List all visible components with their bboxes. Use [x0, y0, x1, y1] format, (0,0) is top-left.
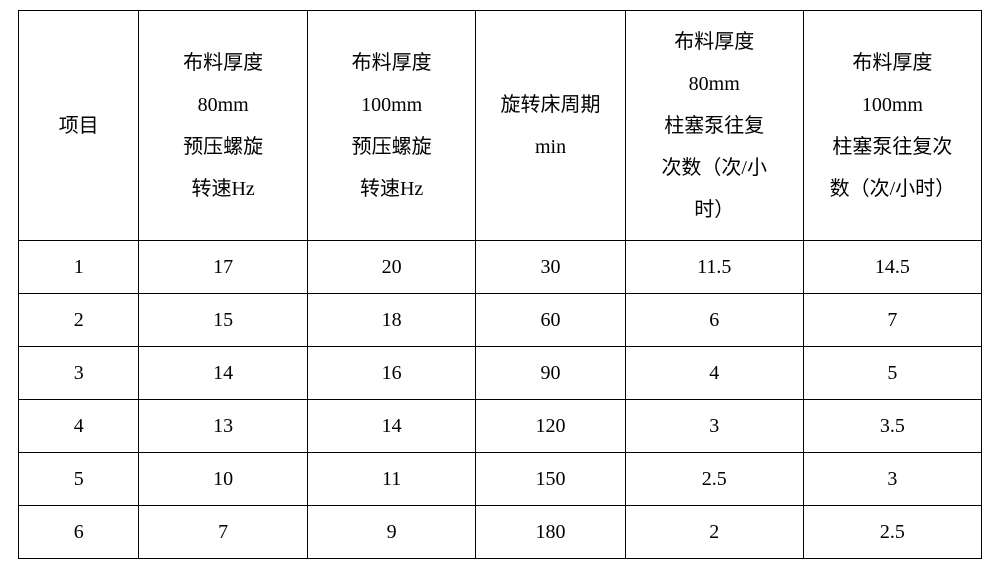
table-cell: 7 — [139, 506, 308, 559]
table-cell: 17 — [139, 241, 308, 294]
table-cell: 14 — [307, 400, 476, 453]
table-cell: 3.5 — [803, 400, 981, 453]
col-header-text: 项目 — [19, 105, 138, 147]
table-cell: 10 — [139, 453, 308, 506]
data-table: 项目 布料厚度80mm预压螺旋转速Hz 布料厚度100mm预压螺旋转速Hz 旋转… — [18, 10, 982, 559]
col-header-text: 旋转床周期min — [476, 84, 624, 168]
table-cell: 30 — [476, 241, 625, 294]
table-cell: 150 — [476, 453, 625, 506]
table-cell: 11 — [307, 453, 476, 506]
table-cell: 120 — [476, 400, 625, 453]
table-cell: 2 — [625, 506, 803, 559]
table-cell: 6 — [625, 294, 803, 347]
table-cell: 90 — [476, 347, 625, 400]
table-cell: 60 — [476, 294, 625, 347]
col-header: 旋转床周期min — [476, 11, 625, 241]
table-cell: 13 — [139, 400, 308, 453]
table-cell: 11.5 — [625, 241, 803, 294]
col-header: 布料厚度80mm预压螺旋转速Hz — [139, 11, 308, 241]
col-header-text: 布料厚度100mm预压螺旋转速Hz — [308, 42, 476, 210]
table-cell: 3 — [625, 400, 803, 453]
table-cell: 16 — [307, 347, 476, 400]
col-header: 布料厚度100mm柱塞泵往复次数（次/小时） — [803, 11, 981, 241]
table-row: 215186067 — [19, 294, 982, 347]
table-row: 117203011.514.5 — [19, 241, 982, 294]
table-cell: 3 — [803, 453, 981, 506]
table-cell: 6 — [19, 506, 139, 559]
table-cell: 2.5 — [625, 453, 803, 506]
table-cell: 1 — [19, 241, 139, 294]
table-cell: 14 — [139, 347, 308, 400]
table-row: 4131412033.5 — [19, 400, 982, 453]
table-cell: 15 — [139, 294, 308, 347]
col-header: 布料厚度80mm柱塞泵往复次数（次/小时） — [625, 11, 803, 241]
table-cell: 5 — [803, 347, 981, 400]
col-header: 项目 — [19, 11, 139, 241]
table-header-row: 项目 布料厚度80mm预压螺旋转速Hz 布料厚度100mm预压螺旋转速Hz 旋转… — [19, 11, 982, 241]
table-cell: 9 — [307, 506, 476, 559]
col-header-text: 布料厚度80mm预压螺旋转速Hz — [139, 42, 307, 210]
table-cell: 4 — [625, 347, 803, 400]
table-cell: 14.5 — [803, 241, 981, 294]
table-cell: 180 — [476, 506, 625, 559]
col-header: 布料厚度100mm预压螺旋转速Hz — [307, 11, 476, 241]
table-cell: 2 — [19, 294, 139, 347]
table-row: 510111502.53 — [19, 453, 982, 506]
table-cell: 2.5 — [803, 506, 981, 559]
table-row: 67918022.5 — [19, 506, 982, 559]
table-cell: 20 — [307, 241, 476, 294]
table-cell: 4 — [19, 400, 139, 453]
table-cell: 5 — [19, 453, 139, 506]
col-header-text: 布料厚度80mm柱塞泵往复次数（次/小时） — [626, 21, 803, 231]
table-row: 314169045 — [19, 347, 982, 400]
table-cell: 3 — [19, 347, 139, 400]
col-header-text: 布料厚度100mm柱塞泵往复次数（次/小时） — [804, 42, 981, 210]
table-body: 117203011.514.52151860673141690454131412… — [19, 241, 982, 559]
table-cell: 7 — [803, 294, 981, 347]
table-cell: 18 — [307, 294, 476, 347]
